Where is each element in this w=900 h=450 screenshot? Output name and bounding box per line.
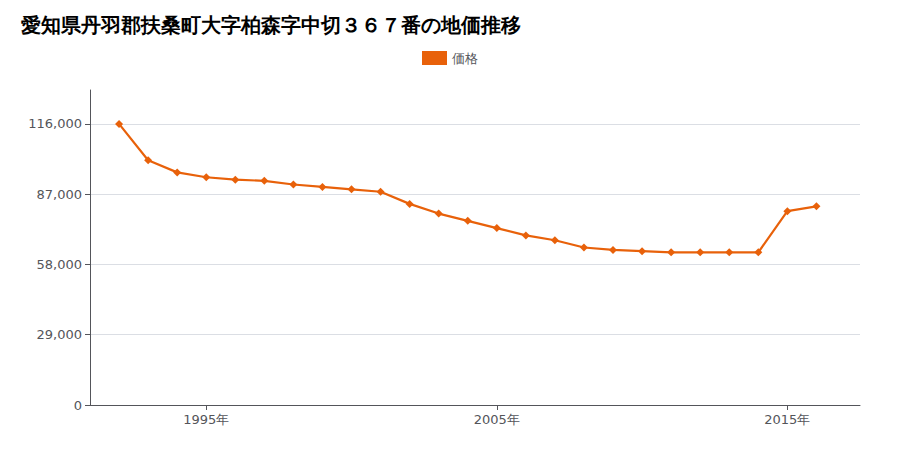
svg-text:2015年: 2015年 (764, 412, 810, 427)
svg-text:価格: 価格 (452, 51, 478, 66)
svg-text:0: 0 (74, 398, 82, 413)
svg-text:2005年: 2005年 (474, 412, 520, 427)
svg-text:116,000: 116,000 (28, 116, 82, 131)
svg-text:58,000: 58,000 (37, 257, 83, 272)
svg-text:29,000: 29,000 (37, 327, 83, 342)
svg-text:87,000: 87,000 (37, 187, 83, 202)
svg-text:1995年: 1995年 (183, 412, 229, 427)
svg-text:愛知県丹羽郡扶桑町大字柏森字中切３６７番の地価推移: 愛知県丹羽郡扶桑町大字柏森字中切３６７番の地価推移 (21, 13, 521, 37)
